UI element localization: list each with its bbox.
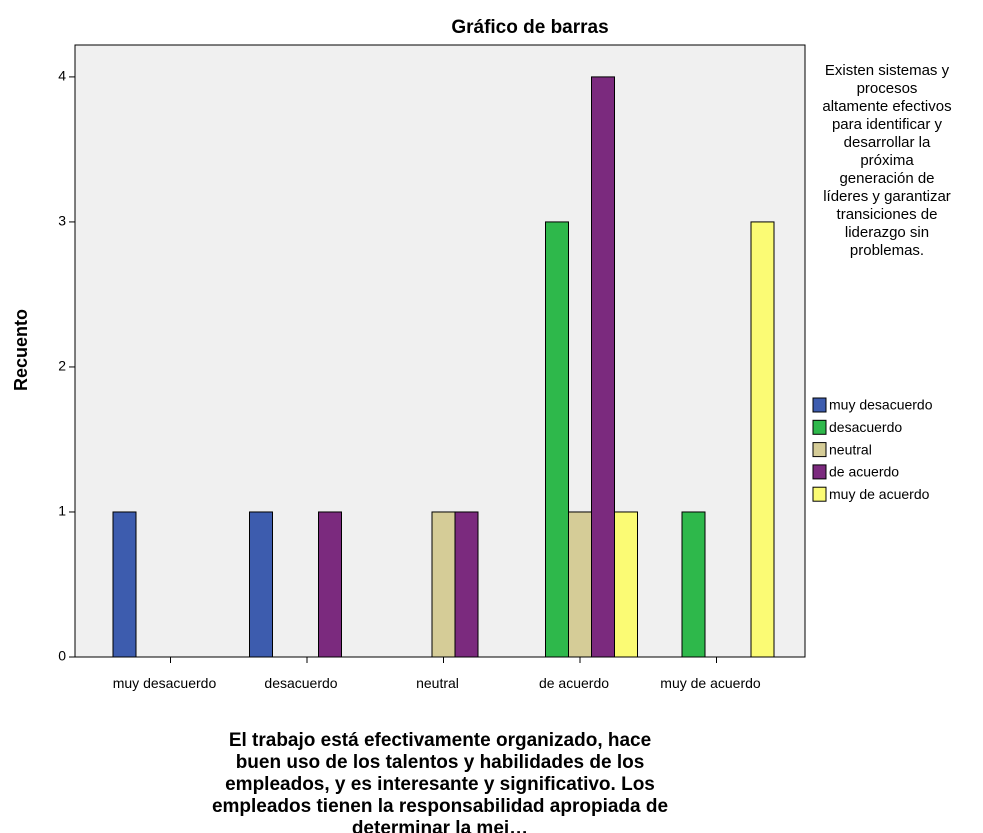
bar <box>568 511 592 658</box>
legend-swatch <box>812 442 827 458</box>
x-tick-label: muy desacuerdo <box>112 675 217 691</box>
bar <box>431 511 456 658</box>
x-tick-label: muy de acuerdo <box>660 675 761 691</box>
bar <box>591 76 615 658</box>
y-tick-label: 4 <box>58 68 66 84</box>
x-axis-title: El trabajo está efectivamente organizado… <box>211 730 669 833</box>
chart-title: Gráfico de barras <box>451 17 608 38</box>
bar <box>318 511 342 658</box>
bar <box>545 221 569 658</box>
y-axis-title: Recuento <box>11 309 31 391</box>
x-tick-label: de acuerdo <box>538 675 610 691</box>
legend-swatch <box>812 397 827 413</box>
legend-label: muy de acuerdo <box>829 486 930 502</box>
y-tick-label: 3 <box>58 213 66 229</box>
y-tick-label: 2 <box>58 358 66 374</box>
legend-swatch <box>812 464 827 480</box>
bar <box>750 221 775 658</box>
bar <box>454 511 479 658</box>
x-tick-label: desacuerdo <box>264 675 338 691</box>
x-tick-label: neutral <box>416 675 459 691</box>
bar <box>112 511 137 658</box>
legend-swatch <box>812 486 827 502</box>
bar <box>249 511 273 658</box>
bar <box>681 511 706 658</box>
y-tick-label: 0 <box>58 648 66 664</box>
legend-title: Existen sistemas y procesos altamente ef… <box>822 62 952 259</box>
bar <box>614 511 638 658</box>
y-tick-label: 1 <box>58 503 66 519</box>
legend-label: neutral <box>829 441 872 457</box>
legend-swatch <box>812 419 827 435</box>
legend-label: desacuerdo <box>829 419 902 435</box>
legend-label: de acuerdo <box>829 464 899 480</box>
legend-label: muy desacuerdo <box>829 397 933 413</box>
